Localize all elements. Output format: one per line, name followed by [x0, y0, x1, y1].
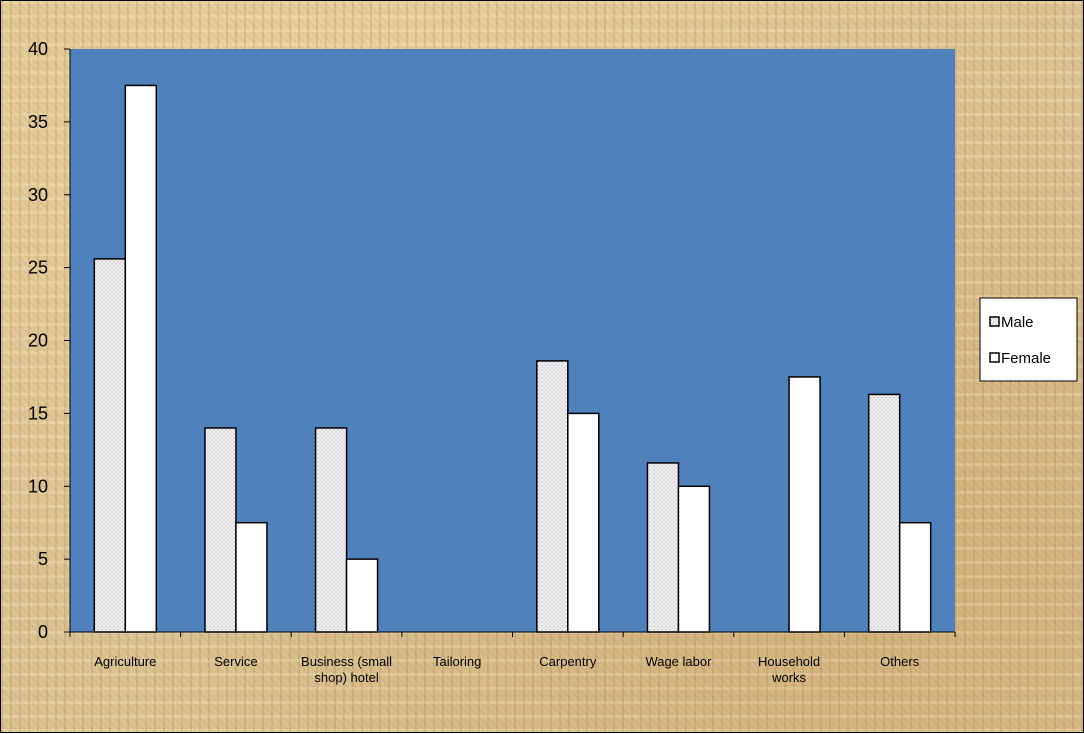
- x-category-label: Carpentry: [539, 654, 597, 669]
- bar-male: [646, 462, 680, 633]
- bars: [93, 84, 932, 633]
- bar-male: [536, 360, 569, 633]
- legend-swatch-female: [989, 352, 1000, 363]
- y-tick-label: 0: [38, 622, 48, 642]
- y-tick-label: 10: [28, 476, 48, 496]
- x-category-label-line: shop) hotel: [314, 670, 378, 685]
- bar-male: [867, 393, 901, 633]
- y-tick-label: 40: [28, 39, 48, 59]
- bar-female: [898, 521, 932, 633]
- legend: Male Female: [979, 297, 1078, 382]
- x-category-label-line: works: [771, 670, 806, 685]
- legend-swatch-male: [989, 316, 1000, 327]
- x-category-label: Tailoring: [433, 654, 481, 669]
- y-tick-label: 15: [28, 403, 48, 423]
- x-category-label-line: Business (small: [301, 654, 392, 669]
- legend-label-male: Male: [1001, 314, 1034, 331]
- bar-female: [788, 376, 821, 633]
- bar-male: [93, 258, 127, 633]
- x-category-label: Service: [214, 654, 257, 669]
- x-category-label: Business (small shop) hotel: [301, 654, 392, 685]
- bar-female: [235, 521, 268, 633]
- bar-male: [204, 427, 237, 633]
- x-category-label-line: Wage labor: [645, 654, 712, 669]
- y-tick-label: 5: [38, 549, 48, 569]
- bar-female: [345, 558, 379, 633]
- bar-female: [124, 84, 158, 633]
- legend-label-female: Female: [1001, 350, 1051, 367]
- x-category-label-line: Tailoring: [433, 654, 481, 669]
- legend-box: [979, 297, 1078, 382]
- y-tick-label: 20: [28, 331, 48, 351]
- bar-male: [314, 427, 348, 633]
- x-category-label-line: Carpentry: [539, 654, 597, 669]
- y-tick-label: 35: [28, 112, 48, 132]
- x-category-label-line: Household: [758, 654, 820, 669]
- x-axis: Agriculture Service Business (small shop) h…: [69, 631, 956, 685]
- y-axis: 0 5 10 15 20 25 30 35 40: [28, 39, 71, 642]
- y-tick-label: 30: [28, 185, 48, 205]
- plot-area: [70, 49, 955, 632]
- bar-female: [677, 485, 711, 633]
- x-category-label: Agriculture: [94, 654, 156, 669]
- x-category-label: Others: [880, 654, 920, 669]
- x-category-label-line: Agriculture: [94, 654, 156, 669]
- x-category-label: Wage labor: [645, 654, 712, 669]
- y-tick-label: 25: [28, 258, 48, 278]
- x-category-label: Household works: [758, 654, 820, 685]
- bar-female: [567, 412, 600, 633]
- x-category-label-line: Others: [880, 654, 920, 669]
- x-category-label-line: Service: [214, 654, 257, 669]
